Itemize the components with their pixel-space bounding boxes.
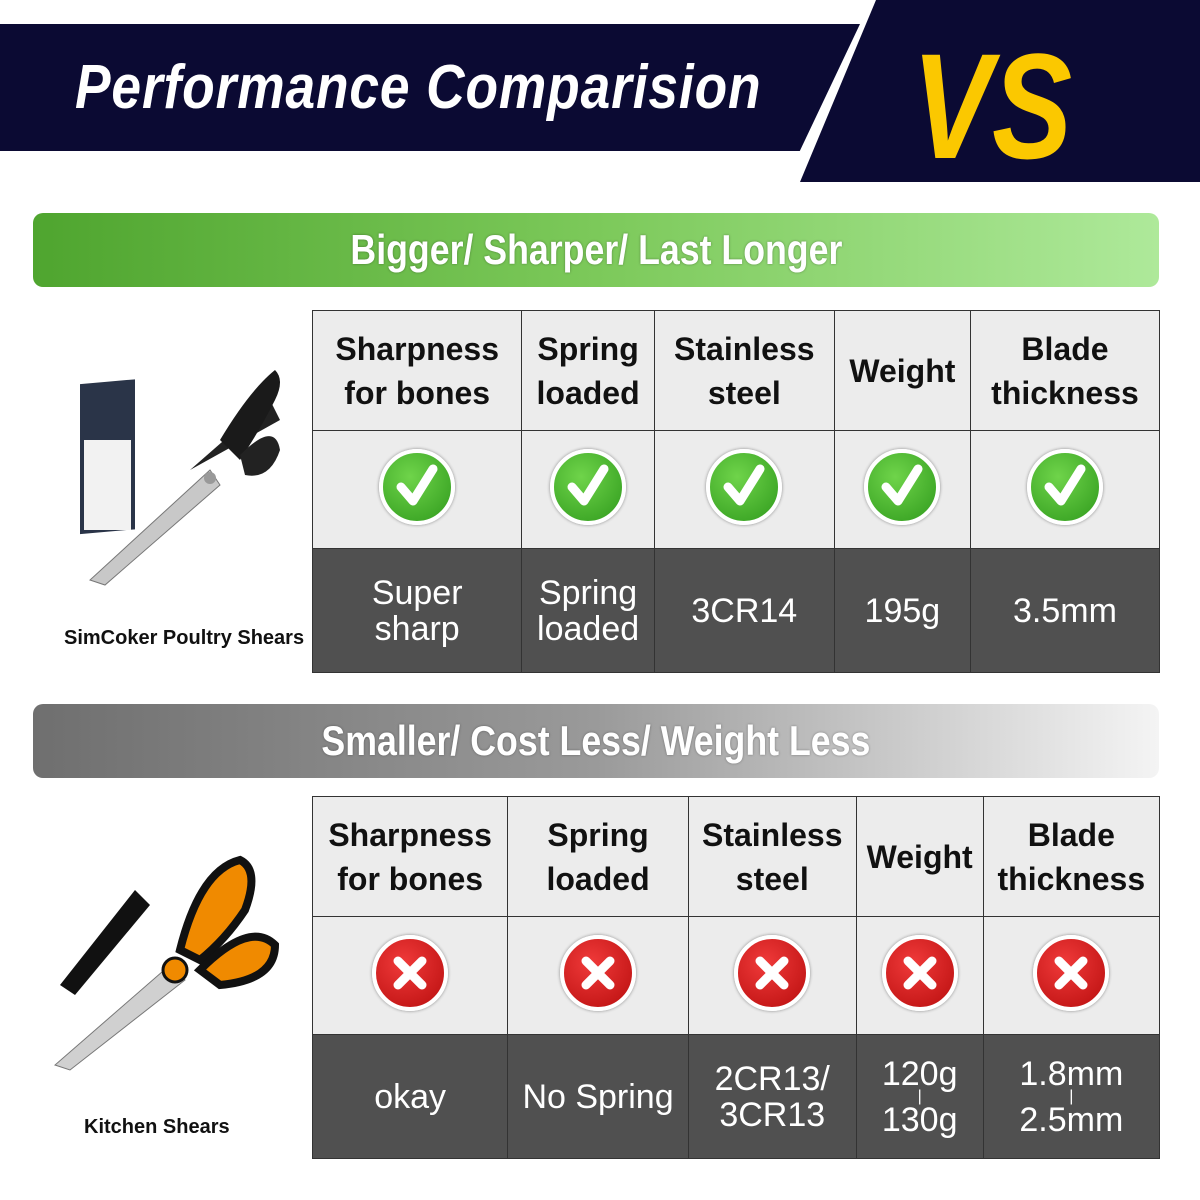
value-cell: 195g — [833, 548, 971, 673]
icon-cell — [653, 430, 835, 549]
product-b-table: Sharpness for bones Spring loaded Stainless s… — [311, 796, 1161, 1159]
cell-text: steel — [735, 860, 809, 897]
cell-text: Stainless — [701, 816, 843, 853]
check-icon — [706, 449, 783, 525]
value-cell: 1.8mm | 2.5mm — [982, 1034, 1161, 1159]
product-a-banner-text: Bigger/ Sharper/ Last Longer — [350, 226, 842, 273]
column-header: Spring loaded — [507, 796, 689, 917]
cell-text: Spring — [547, 816, 649, 853]
cell-text: 130g — [881, 1100, 958, 1139]
column-header: Sharpness for bones — [311, 310, 523, 431]
cell-text: 1.8mm — [1019, 1054, 1124, 1093]
check-icon — [379, 449, 456, 525]
check-icon — [1026, 449, 1103, 525]
cross-icon — [881, 935, 958, 1011]
product-b-name: Kitchen Shears — [84, 1116, 230, 1138]
icon-cell — [311, 916, 509, 1035]
poultry-shears-image — [80, 370, 280, 586]
cell-text: Weight — [849, 352, 956, 389]
column-header: Weight — [833, 310, 971, 431]
cell-text: Weight — [866, 838, 973, 875]
cross-icon — [734, 935, 811, 1011]
column-header: Blade thickness — [982, 796, 1161, 917]
vs-label: VS — [912, 22, 1073, 190]
cross-icon — [372, 935, 449, 1011]
value-row: okay No Spring 2CR13/3CR13 120g | 130g 1.8mm | 2… — [311, 1034, 1161, 1159]
cell-text: 195g — [864, 591, 941, 630]
cell-text: loaded — [537, 609, 640, 648]
cell-text: thickness — [991, 374, 1139, 411]
cell-text: Sharpness — [328, 816, 492, 853]
icon-cell — [855, 916, 984, 1035]
cell-text: thickness — [997, 860, 1146, 897]
icon-cell — [507, 916, 689, 1035]
kitchen-shears-image — [54, 855, 280, 1071]
cell-text: Super — [371, 573, 463, 612]
cell-text: Sharpness — [335, 330, 499, 367]
icon-cell — [311, 430, 523, 549]
column-header: Stainless steel — [687, 796, 857, 917]
product-a-name: SimCoker Poultry Shears — [64, 627, 305, 649]
cell-text: steel — [707, 374, 781, 411]
icon-cell — [521, 430, 655, 549]
value-row: Super sharp Spring loaded 3CR14 195g 3.5mm — [311, 548, 1161, 673]
column-header: Spring loaded — [521, 310, 655, 431]
column-header: Blade thickness — [969, 310, 1161, 431]
cell-text: 2CR13/ — [714, 1059, 830, 1098]
product-b-banner: Smaller/ Cost Less/ Weight Less — [33, 704, 1159, 778]
cell-text: loaded — [536, 374, 640, 411]
check-icon — [864, 449, 941, 525]
value-cell: 3.5mm — [969, 548, 1161, 673]
value-cell: 120g | 130g — [855, 1034, 984, 1159]
check-icon — [550, 449, 627, 525]
cell-text: Stainless — [674, 330, 815, 367]
cell-text: Spring — [538, 573, 638, 612]
cross-icon — [560, 935, 637, 1011]
column-header: Stainless steel — [653, 310, 835, 431]
icon-cell — [833, 430, 971, 549]
product-b-banner-text: Smaller/ Cost Less/ Weight Less — [321, 717, 871, 764]
value-cell: 2CR13/3CR13 — [687, 1034, 857, 1159]
product-a-table: Sharpness for bones Spring loaded Stainless s… — [311, 310, 1161, 673]
icon-row — [311, 430, 1161, 549]
header-row: Sharpness for bones Spring loaded Stainless s… — [311, 310, 1161, 431]
cell-text: | — [917, 1087, 922, 1105]
cell-text: 3CR14 — [691, 591, 798, 630]
cell-text: 3CR13 — [719, 1095, 826, 1134]
cell-text: for bones — [337, 860, 484, 897]
vs-banner — [800, 0, 1200, 182]
cell-text: Blade — [1021, 330, 1109, 367]
icon-cell — [982, 916, 1161, 1035]
value-cell: Spring loaded — [521, 548, 655, 673]
cell-text: 2.5mm — [1019, 1100, 1124, 1139]
value-cell: No Spring — [507, 1034, 689, 1159]
cell-text: | — [1069, 1087, 1074, 1105]
value-cell: 3CR14 — [653, 548, 835, 673]
cell-text: No Spring — [522, 1077, 674, 1116]
value-cell: okay — [311, 1034, 509, 1159]
icon-row — [311, 916, 1161, 1035]
cell-text: loaded — [546, 860, 650, 897]
header-row: Sharpness for bones Spring loaded Stainless s… — [311, 796, 1161, 917]
cell-text: Blade — [1027, 816, 1115, 853]
column-header: Sharpness for bones — [311, 796, 509, 917]
cell-text: 120g — [881, 1054, 958, 1093]
cell-text: okay — [374, 1077, 447, 1116]
cell-text: for bones — [344, 374, 491, 411]
title-banner — [0, 24, 860, 151]
product-a-banner: Bigger/ Sharper/ Last Longer — [33, 213, 1159, 287]
column-header: Weight — [855, 796, 984, 917]
icon-cell — [969, 430, 1161, 549]
cross-icon — [1033, 935, 1110, 1011]
value-cell: Super sharp — [311, 548, 523, 673]
cell-text: Spring — [537, 330, 639, 367]
page-title: Performance Comparision — [75, 53, 762, 122]
cell-text: 3.5mm — [1013, 591, 1117, 630]
icon-cell — [687, 916, 857, 1035]
cell-text: sharp — [374, 609, 460, 648]
